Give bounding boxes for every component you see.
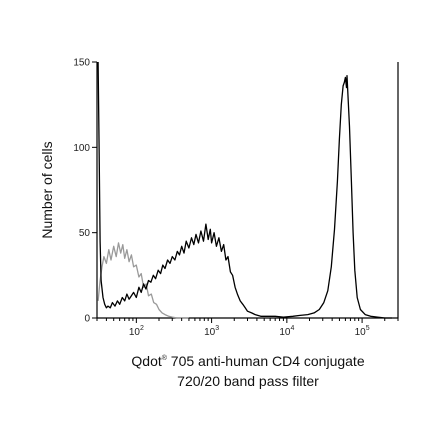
x-tick-label: 105 <box>355 325 370 338</box>
registered-mark: ® <box>162 354 168 362</box>
y-tick-label: 50 <box>79 228 91 239</box>
x-axis-title-rest: 705 anti-human CD4 conjugate <box>167 353 365 369</box>
histogram-series-line-1 <box>97 242 189 319</box>
x-axis: 102 103 104 105 <box>96 318 399 338</box>
x-axis-title-brand: Qdot <box>131 353 161 369</box>
y-tick-label: 150 <box>73 58 90 69</box>
x-tick-label: 103 <box>204 325 219 338</box>
y-tick-label: 100 <box>73 143 90 154</box>
x-axis-title-line1: Qdot® 705 anti-human CD4 conjugate <box>131 353 364 369</box>
y-axis: 0 50 100 150 <box>73 58 97 325</box>
x-tick-label: 102 <box>129 325 144 338</box>
x-tick-label: 104 <box>279 325 294 338</box>
series-layer <box>97 61 392 319</box>
plot-area <box>96 61 399 319</box>
y-tick-label: 0 <box>84 314 90 325</box>
y-axis-title: Number of cells <box>39 141 55 238</box>
histogram-series-line-0 <box>97 61 392 319</box>
x-axis-title-line2: 720/20 band pass filter <box>177 373 319 389</box>
